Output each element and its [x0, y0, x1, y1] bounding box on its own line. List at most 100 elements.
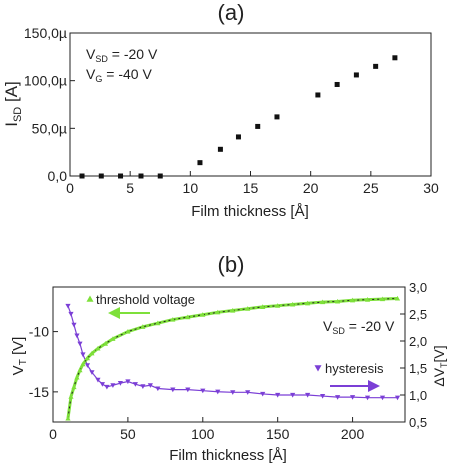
panel-b-annotation-vsd-sub: SD [332, 326, 345, 336]
hysteresis-point [65, 303, 71, 309]
hysteresis-point [349, 395, 356, 400]
threshold-voltage-point [84, 355, 91, 361]
panel-a-data-point [217, 146, 223, 152]
panel-a-data-point [392, 55, 398, 61]
panel-a-x-tick-label: 25 [363, 180, 379, 196]
legend-threshold-voltage-marker [86, 295, 94, 302]
panel-b-right-y-tick-label: 1,5 [409, 361, 427, 376]
threshold-voltage-point [74, 374, 80, 380]
panel-a-label: (a) [218, 0, 245, 25]
panel-a-x-tick-label: 5 [126, 180, 134, 196]
threshold-voltage-point [275, 303, 281, 308]
panel-b-right-y-tick-label: 3,0 [409, 280, 427, 295]
threshold-voltage-point [155, 320, 161, 326]
panel-a-annotation-vg-rest: = -40 V [102, 66, 152, 82]
threshold-voltage-point [140, 324, 146, 329]
panel-a-x-tick-label: 0 [66, 180, 74, 196]
panel-b-x-tick-label: 200 [341, 426, 365, 442]
panel-a-x-tick-label: 10 [183, 180, 199, 196]
threshold-voltage-point [349, 297, 356, 303]
hysteresis-point [117, 381, 124, 386]
legend-hysteresis-marker [314, 365, 322, 372]
panel-b-right-y-tick-label: 2,0 [409, 334, 427, 349]
threshold-voltage-point [65, 415, 71, 421]
hysteresis-point [155, 386, 161, 392]
threshold-voltage-point [334, 298, 341, 304]
threshold-voltage-point [290, 301, 296, 307]
hysteresis-point [170, 387, 176, 393]
panel-a-data-point [138, 173, 144, 179]
panel-b-left-y-label-main: V [10, 365, 27, 375]
legend-threshold-voltage-arrow [108, 307, 150, 319]
panel-b-right-y-tick-label: 2,5 [409, 307, 427, 322]
panel-b-right-y-label-main: ΔV [431, 367, 447, 386]
panel-a-data-point [274, 114, 280, 120]
hysteresis-point [215, 389, 221, 395]
threshold-voltage-point [260, 304, 266, 309]
hysteresis-point [230, 390, 236, 395]
panel-a-annotation-vg-sub: G [95, 74, 102, 84]
panel-b-left-y-tick-label: -15 [29, 384, 49, 400]
threshold-voltage-point [80, 361, 86, 367]
panel-a-data-point [353, 72, 359, 78]
threshold-voltage-point [215, 309, 221, 315]
threshold-voltage-point [110, 336, 116, 341]
panel-b-left-y-label-sub: T [18, 359, 29, 365]
panel-b-frame [52, 286, 406, 423]
hysteresis-point [364, 395, 371, 401]
panel-a-y-label-main: I [2, 122, 21, 127]
panel-b-series [65, 295, 401, 421]
threshold-voltage-point [394, 295, 401, 301]
panel-b-right-y-label-sub: T [439, 362, 449, 368]
threshold-voltage-point [102, 341, 109, 346]
panel-a-y-tick-label: 100,0µ [24, 73, 67, 89]
panel-b-left-y-label-unit: [V] [10, 337, 27, 360]
panel-b-left-y-label: VT [V] [10, 337, 29, 376]
hysteresis-point [125, 379, 131, 385]
panel-b-x-tick-label: 0 [49, 426, 57, 442]
panel-b: (b) 0 50 100 150 200 -15 -10 0,5 1,0 1,5 2,0 2,5 3… [10, 252, 449, 464]
panel-a-y-tick-label: 0,0 [48, 168, 68, 184]
panel-a-annotation-vsd-rest: = -20 V [108, 46, 158, 62]
panel-a-annotation-vg-main: V [86, 66, 96, 82]
legend-threshold-voltage-label: threshold voltage [96, 292, 195, 307]
panel-b-right-y-tick-label: 0,5 [409, 415, 427, 430]
hysteresis-point [110, 383, 116, 388]
legend-hysteresis-label: hysteresis [325, 361, 384, 376]
threshold-voltage-point [379, 296, 386, 302]
hysteresis-point [200, 388, 206, 394]
hysteresis-point [394, 395, 401, 401]
panel-a-data-point [255, 123, 261, 129]
panel-a-data-point [118, 173, 124, 179]
panel-a-annotation-vsd-sub: SD [95, 54, 108, 64]
panel-a-data-point [373, 63, 379, 69]
hysteresis-point [104, 384, 110, 390]
panel-a-y-label: ISD [A] [2, 81, 24, 127]
panel-a-data-point [334, 81, 340, 87]
hysteresis-point [320, 394, 326, 399]
hysteresis-point [89, 370, 95, 375]
panel-a-data-point [157, 173, 163, 179]
panel-b-x-tick-label: 150 [266, 426, 290, 442]
threshold-voltage-point [185, 314, 191, 320]
hysteresis-point [245, 390, 251, 395]
panel-b-right-y-tick-label: 1,0 [409, 388, 427, 403]
hysteresis-point [95, 377, 101, 383]
threshold-voltage-point [68, 394, 74, 399]
hysteresis-point [71, 322, 77, 328]
panel-a-data-point [315, 92, 321, 98]
panel-a-data-point [98, 173, 104, 179]
panel-a-annotation-vsd: VSD = -20 V [86, 46, 158, 64]
threshold-voltage-point [77, 367, 83, 373]
panel-b-label: (b) [218, 252, 245, 277]
panel-b-x-tick-label: 100 [191, 426, 215, 442]
panel-a-x-tick-label: 20 [303, 180, 319, 196]
hysteresis-point [334, 395, 341, 400]
panel-b-right-y-label-unit: [V] [431, 345, 447, 362]
hysteresis-point [68, 311, 74, 317]
panel-a-data-point [235, 134, 241, 140]
panel-a-x-tick-label: 15 [243, 180, 259, 196]
threshold-voltage-point [364, 297, 371, 302]
panel-b-left-y-tick-label: -10 [29, 324, 49, 340]
panel-b-x-tick-label: 50 [120, 426, 136, 442]
